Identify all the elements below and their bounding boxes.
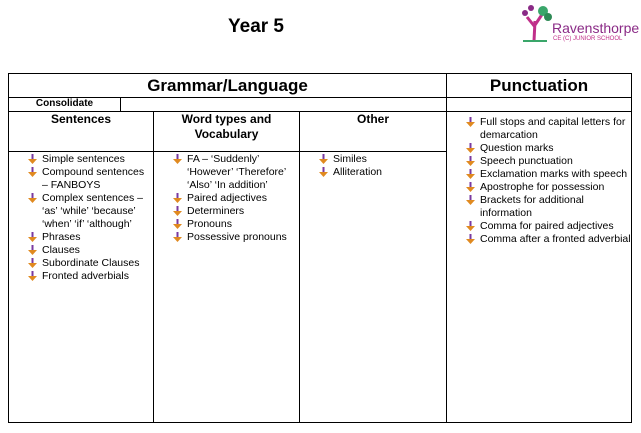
item-text: Brackets for additional information <box>480 194 584 219</box>
list-item: Exclamation marks with speech <box>465 168 631 181</box>
item-text: Compound sentences – FANBOYS <box>42 166 145 191</box>
arrow-bullet-icon <box>319 154 328 164</box>
arrow-bullet-icon <box>173 206 182 216</box>
list-item: Compound sentences – FANBOYS <box>27 166 149 192</box>
item-text: Question marks <box>480 142 554 154</box>
item-text: Comma for paired adjectives <box>480 220 614 232</box>
arrow-bullet-icon <box>466 169 475 179</box>
arrow-bullet-icon <box>173 219 182 229</box>
item-text: Comma after a fronted adverbial <box>480 233 631 245</box>
punctuation-header: Punctuation <box>446 73 632 98</box>
arrow-bullet-icon <box>28 154 37 164</box>
arrow-bullet-icon <box>466 143 475 153</box>
list-item: Alliteration <box>318 166 442 179</box>
item-text: Fronted adverbials <box>42 270 129 282</box>
arrow-bullet-icon <box>173 154 182 164</box>
arrow-bullet-icon <box>466 221 475 231</box>
arrow-bullet-icon <box>466 195 475 205</box>
list-item: Apostrophe for possession <box>465 181 631 194</box>
item-text: Exclamation marks with speech <box>480 168 628 180</box>
list-item: Subordinate Clauses <box>27 257 149 270</box>
item-text: FA – ‘Suddenly’ ‘However’ ‘Therefore’ ‘A… <box>187 153 286 191</box>
list-item: Comma for paired adjectives <box>465 220 631 233</box>
item-text: Apostrophe for possession <box>480 181 605 193</box>
item-text: Similes <box>333 153 367 165</box>
item-text: Speech punctuation <box>480 155 573 167</box>
tree-logo-icon <box>522 5 552 42</box>
logo-sub: CE (C) JUNIOR SCHOOL <box>553 36 623 42</box>
arrow-bullet-icon <box>28 258 37 268</box>
list-item: Clauses <box>27 244 149 257</box>
school-logo: Ravensthorpe CE (C) JUNIOR SCHOOL <box>517 3 639 48</box>
item-text: Determiners <box>187 205 245 217</box>
logo-name: Ravensthorpe <box>552 20 640 36</box>
list-item: Simple sentences <box>27 153 149 166</box>
arrow-bullet-icon <box>28 232 37 242</box>
list-item: Comma after a fronted adverbial <box>465 233 631 246</box>
column-heading: Word types and Vocabulary <box>153 111 300 152</box>
consolidate-cell <box>120 97 447 112</box>
list-item: Paired adjectives <box>172 192 295 205</box>
list-item: Speech punctuation <box>465 155 631 168</box>
grammar-header: Grammar/Language <box>8 73 447 98</box>
arrow-bullet-icon <box>466 117 475 127</box>
arrow-bullet-icon <box>319 167 328 177</box>
arrow-bullet-icon <box>466 234 475 244</box>
list-item: Possessive pronouns <box>172 231 295 244</box>
item-text: Paired adjectives <box>187 192 267 204</box>
column-content: Simple sentences Compound sentences – FAN… <box>8 151 154 423</box>
item-text: Complex sentences – ‘as’ ‘while’ ‘becaus… <box>42 192 143 230</box>
arrow-bullet-icon <box>28 193 37 203</box>
list-item: Pronouns <box>172 218 295 231</box>
punctuation-cell: Full stops and capital letters for demar… <box>446 111 632 423</box>
list-item: Brackets for additional information <box>465 194 631 220</box>
item-text: Pronouns <box>187 218 232 230</box>
item-text: Subordinate Clauses <box>42 257 140 269</box>
arrow-bullet-icon <box>173 232 182 242</box>
item-text: Alliteration <box>333 166 383 178</box>
column-content: Similes Alliteration <box>299 151 447 423</box>
page-title: Year 5 <box>228 16 284 37</box>
arrow-bullet-icon <box>466 156 475 166</box>
list-item: Fronted adverbials <box>27 270 149 283</box>
arrow-bullet-icon <box>28 167 37 177</box>
arrow-bullet-icon <box>28 245 37 255</box>
list-item: Question marks <box>465 142 631 155</box>
consolidate-label: Consolidate <box>8 97 121 112</box>
column-content: FA – ‘Suddenly’ ‘However’ ‘Therefore’ ‘A… <box>153 151 300 423</box>
arrow-bullet-icon <box>28 271 37 281</box>
item-text: Full stops and capital letters for demar… <box>480 116 626 141</box>
list-item: Determiners <box>172 205 295 218</box>
list-item: Complex sentences – ‘as’ ‘while’ ‘becaus… <box>27 192 149 231</box>
list-item: FA – ‘Suddenly’ ‘However’ ‘Therefore’ ‘A… <box>172 153 295 192</box>
arrow-bullet-icon <box>466 182 475 192</box>
list-item: Similes <box>318 153 442 166</box>
column-heading: Sentences <box>8 111 154 152</box>
column-heading: Other <box>299 111 447 152</box>
item-text: Possessive pronouns <box>187 231 287 243</box>
arrow-bullet-icon <box>173 193 182 203</box>
item-text: Clauses <box>42 244 80 256</box>
list-item: Full stops and capital letters for demar… <box>465 116 631 142</box>
list-item: Phrases <box>27 231 149 244</box>
item-text: Simple sentences <box>42 153 125 165</box>
item-text: Phrases <box>42 231 81 243</box>
punctuation-spacer <box>446 97 632 112</box>
